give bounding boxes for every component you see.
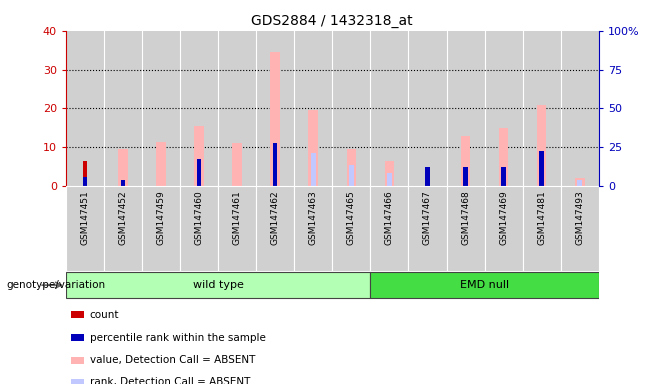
- Bar: [447, 186, 484, 271]
- Bar: [409, 186, 447, 271]
- Bar: [347, 149, 356, 186]
- Text: GSM147468: GSM147468: [461, 190, 470, 245]
- Bar: [66, 31, 104, 186]
- Text: GSM147462: GSM147462: [270, 190, 280, 245]
- Bar: [499, 128, 509, 186]
- Bar: [447, 31, 484, 186]
- Bar: [156, 142, 166, 186]
- Text: genotype/variation: genotype/variation: [7, 280, 106, 290]
- Bar: [370, 31, 409, 186]
- Bar: [71, 357, 84, 364]
- Text: GSM147463: GSM147463: [309, 190, 318, 245]
- Title: GDS2884 / 1432318_at: GDS2884 / 1432318_at: [251, 14, 413, 28]
- Bar: [273, 144, 278, 186]
- Text: rank, Detection Call = ABSENT: rank, Detection Call = ABSENT: [89, 377, 250, 384]
- Bar: [104, 186, 142, 271]
- Text: EMD null: EMD null: [460, 280, 509, 290]
- Text: GSM147481: GSM147481: [537, 190, 546, 245]
- Text: GSM147460: GSM147460: [195, 190, 203, 245]
- Bar: [311, 153, 316, 186]
- Bar: [104, 31, 142, 186]
- Text: GSM147461: GSM147461: [233, 190, 241, 245]
- Bar: [522, 186, 561, 271]
- Bar: [66, 186, 104, 271]
- Bar: [82, 177, 87, 186]
- Bar: [463, 167, 468, 186]
- Bar: [332, 186, 370, 271]
- Bar: [120, 180, 125, 186]
- Bar: [142, 31, 180, 186]
- Text: GSM147469: GSM147469: [499, 190, 508, 245]
- Text: GSM147452: GSM147452: [118, 190, 128, 245]
- Text: GSM147466: GSM147466: [385, 190, 394, 245]
- Bar: [232, 144, 242, 186]
- Bar: [409, 31, 447, 186]
- Bar: [142, 186, 180, 271]
- Text: GSM147465: GSM147465: [347, 190, 356, 245]
- Bar: [522, 31, 561, 186]
- Bar: [332, 31, 370, 186]
- Bar: [180, 31, 218, 186]
- Text: value, Detection Call = ABSENT: value, Detection Call = ABSENT: [89, 355, 255, 365]
- Bar: [194, 126, 204, 186]
- Bar: [484, 31, 522, 186]
- Text: wild type: wild type: [193, 280, 243, 290]
- Text: GSM147451: GSM147451: [80, 190, 89, 245]
- Bar: [71, 379, 84, 384]
- Bar: [180, 186, 218, 271]
- Text: GSM147459: GSM147459: [157, 190, 165, 245]
- Bar: [561, 31, 599, 186]
- Text: GSM147493: GSM147493: [575, 190, 584, 245]
- Bar: [537, 104, 546, 186]
- Bar: [461, 136, 470, 186]
- Text: GSM147467: GSM147467: [423, 190, 432, 245]
- Bar: [294, 186, 332, 271]
- Bar: [575, 179, 584, 186]
- Bar: [197, 159, 201, 186]
- Bar: [66, 272, 370, 298]
- Bar: [82, 161, 87, 186]
- Bar: [256, 186, 294, 271]
- Bar: [294, 31, 332, 186]
- Bar: [387, 173, 392, 186]
- Bar: [484, 186, 522, 271]
- Bar: [71, 334, 84, 341]
- Text: count: count: [89, 310, 119, 320]
- Bar: [578, 180, 582, 186]
- Bar: [561, 186, 599, 271]
- Bar: [270, 52, 280, 186]
- Text: percentile rank within the sample: percentile rank within the sample: [89, 333, 266, 343]
- Bar: [501, 167, 506, 186]
- Bar: [370, 186, 409, 271]
- Bar: [370, 272, 599, 298]
- Bar: [71, 311, 84, 318]
- Bar: [218, 186, 256, 271]
- Bar: [309, 111, 318, 186]
- Bar: [118, 149, 128, 186]
- Bar: [349, 165, 353, 186]
- Bar: [540, 151, 544, 186]
- Bar: [218, 31, 256, 186]
- Bar: [256, 31, 294, 186]
- Bar: [385, 161, 394, 186]
- Bar: [425, 167, 430, 186]
